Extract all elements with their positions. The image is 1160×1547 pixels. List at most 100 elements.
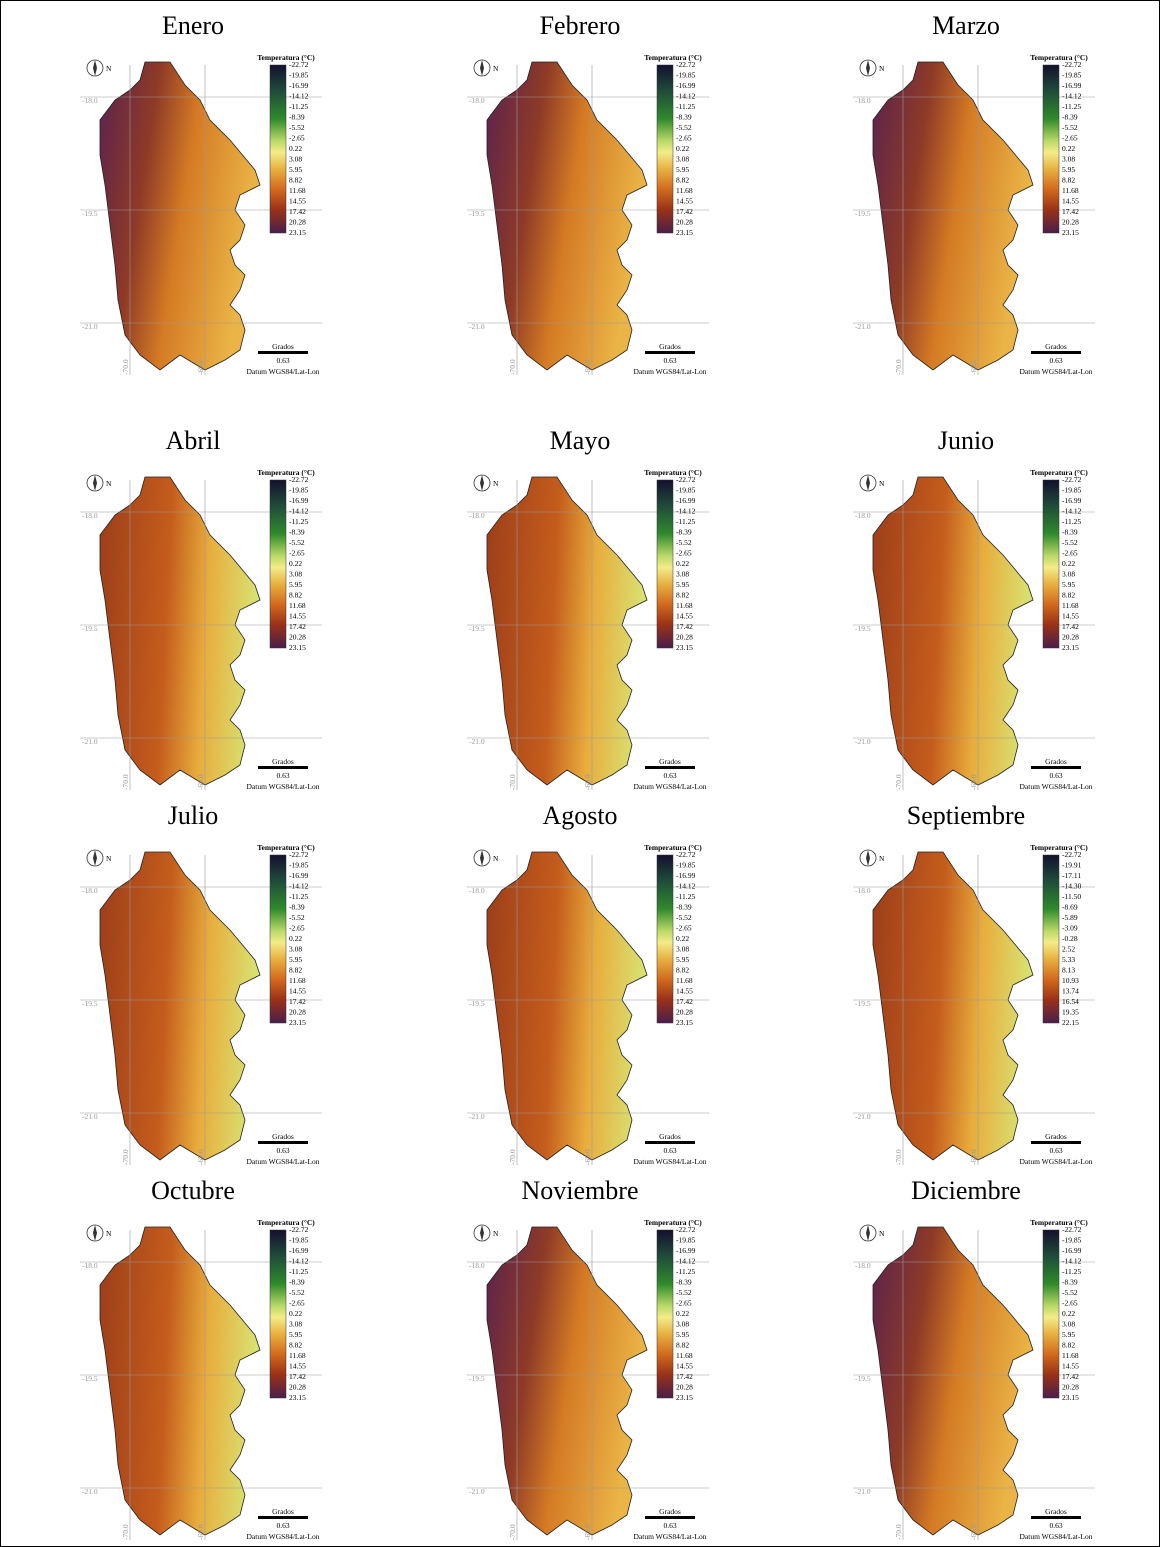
legend-label: -16.99 [1062,496,1082,505]
legend-label: 14.55 [289,987,306,996]
legend-label: -5.89 [1062,913,1078,922]
legend-label: 3.08 [676,155,689,164]
legend-label: -8.39 [1062,1278,1078,1287]
north-label: N [493,1229,499,1238]
legend-bar [657,65,673,233]
legend-label: -2.65 [289,134,305,143]
map-panel: Marzo-18.0-19.5-21.0-70.0-69.0NTemperatu… [853,11,1095,376]
lon-label: -69.0 [196,1149,205,1165]
legend-label: -2.65 [289,549,305,558]
legend-label: -3.09 [1062,924,1078,933]
lat-label: -21.0 [855,1112,871,1121]
legend-label: -8.69 [1062,903,1078,912]
legend-label: 23.15 [289,1018,306,1027]
map-panel: Agosto-18.0-19.5-21.0-70.0-69.0NTemperat… [467,801,709,1166]
legend-label: -19.85 [1062,1236,1082,1245]
lon-label: -70.0 [508,359,517,375]
scale-label: Grados [272,342,294,351]
panel-title: Septiembre [907,801,1025,830]
panel-title: Diciembre [911,1176,1021,1205]
lon-label: -69.0 [196,774,205,790]
lat-label: -18.0 [469,886,485,895]
lon-label: -70.0 [508,774,517,790]
region-map [487,477,647,785]
legend-label: -11.25 [676,892,695,901]
scale-bar [645,766,695,769]
datum-label: Datum WGS84/Lat-Lon [1020,1532,1093,1541]
datum-label: Datum WGS84/Lat-Lon [247,782,320,791]
lon-label: -70.0 [121,359,130,375]
legend-label: 17.42 [676,997,693,1006]
scale-label: Grados [1045,1507,1067,1516]
north-label: N [106,1229,112,1238]
lon-label: -70.0 [121,1149,130,1165]
legend-bar [657,1230,673,1398]
legend-label: 14.55 [676,612,693,621]
legend-label: -5.52 [289,123,305,132]
scale-bar [258,351,308,354]
map-panel: Octubre-18.0-19.5-21.0-70.0-69.0NTempera… [80,1176,322,1541]
lat-label: -18.0 [855,886,871,895]
legend-label: 10.93 [1062,976,1079,985]
lat-label: -21.0 [469,1487,485,1496]
legend-label: 14.55 [289,612,306,621]
legend-label: 8.82 [289,966,302,975]
legend-label: 3.08 [289,570,302,579]
lon-label: -69.0 [969,1524,978,1540]
legend-label: -22.72 [1062,850,1082,859]
lat-label: -19.5 [855,209,871,218]
legend-label: -17.11 [1062,871,1081,880]
legend-label: -22.72 [289,60,309,69]
scale-label: Grados [1045,757,1067,766]
region-map [873,1227,1033,1535]
legend-bar [657,855,673,1023]
legend-label: 23.15 [676,228,693,237]
legend-label: -22.72 [676,1225,696,1234]
legend-label: -14.12 [676,92,696,101]
legend-label: 19.35 [1062,1008,1079,1017]
lat-label: -18.0 [469,96,485,105]
legend-label: -11.25 [289,1267,308,1276]
legend-label: 20.28 [1062,1383,1079,1392]
lat-label: -19.5 [855,624,871,633]
lat-label: -21.0 [469,737,485,746]
legend-label: 3.08 [1062,1320,1075,1329]
scale-bar [258,1516,308,1519]
lat-label: -19.5 [855,999,871,1008]
legend-label: 8.82 [289,176,302,185]
legend-label: 14.55 [1062,197,1079,206]
panel-title: Octubre [151,1176,235,1205]
lat-label: -21.0 [82,1487,98,1496]
legend-label: 11.68 [289,976,306,985]
legend-label: 8.82 [676,591,689,600]
legend-label: 5.95 [676,165,689,174]
north-label: N [106,64,112,73]
legend-label: 0.22 [1062,1309,1075,1318]
legend-bar [1043,480,1059,648]
legend-label: 17.42 [676,1372,693,1381]
legend-label: -19.85 [1062,71,1082,80]
legend-label: 5.95 [289,580,302,589]
legend-label: -5.52 [676,123,692,132]
lon-label: -70.0 [508,1524,517,1540]
scale-value: 0.63 [276,1521,289,1530]
datum-label: Datum WGS84/Lat-Lon [1020,782,1093,791]
legend-label: -5.52 [289,1288,305,1297]
legend-label: 11.68 [1062,186,1079,195]
datum-label: Datum WGS84/Lat-Lon [247,367,320,376]
legend-label: 14.55 [1062,612,1079,621]
legend-label: -11.25 [1062,1267,1081,1276]
legend-label: -14.12 [1062,92,1082,101]
legend-label: -22.72 [289,1225,309,1234]
legend-label: 5.95 [1062,165,1075,174]
legend-label: 8.82 [289,1341,302,1350]
legend-label: -22.72 [1062,60,1082,69]
scale-bar [258,1141,308,1144]
datum-label: Datum WGS84/Lat-Lon [634,1532,707,1541]
legend-label: 14.55 [676,197,693,206]
lon-label: -69.0 [969,774,978,790]
legend-label: -19.85 [289,1236,309,1245]
legend-label: -8.39 [676,903,692,912]
scale-value: 0.63 [1049,356,1062,365]
legend-label: -11.25 [289,517,308,526]
